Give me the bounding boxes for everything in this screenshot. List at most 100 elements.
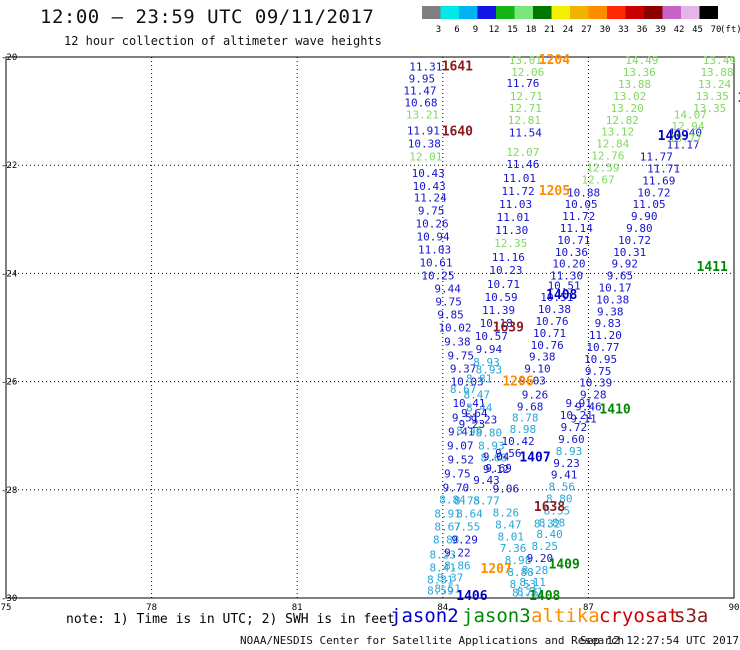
wave-height-value: 9.56: [495, 447, 522, 460]
x-tick-label: 90: [729, 603, 740, 610]
legend-swatch: [625, 6, 644, 19]
wave-height-value: 9.70: [443, 482, 470, 495]
wave-height-value: 10.02: [438, 322, 471, 335]
legend-tick-label: 30: [600, 25, 611, 35]
wave-height-value: 8.41: [430, 562, 457, 575]
wave-height-value: 8.31: [517, 586, 544, 599]
wave-height-value: 10.61: [419, 257, 452, 270]
wave-height-value: 13.35: [696, 90, 729, 103]
wave-height-value: 10.03: [451, 376, 484, 389]
wave-height-value: 9.10: [524, 363, 551, 376]
y-tick-label: -22: [1, 161, 17, 171]
satellite-label-s3a: s3a: [674, 605, 709, 627]
wave-height-value: 9.23: [459, 418, 486, 431]
wave-height-value: 12.59: [586, 161, 619, 174]
wave-height-value: 9.69: [485, 462, 512, 475]
wave-height-value: 9.91: [565, 397, 592, 410]
wave-height-value: 10.23: [489, 264, 522, 277]
pass-number-label: 1409: [548, 557, 579, 572]
units-note: note: 1) Time is in UTC; 2) SWH is in fe…: [66, 612, 395, 627]
x-tick-label: 75: [1, 603, 12, 610]
wave-height-value: 9.38: [444, 336, 471, 349]
wave-height-value: 10.72: [618, 234, 651, 247]
wave-height-value: 8.93: [476, 364, 503, 377]
y-tick-label: -20: [1, 53, 17, 63]
satellite-label-jason2: jason2: [390, 605, 459, 627]
legend-tick-label: 27: [581, 25, 592, 35]
wave-height-value: 11.03: [499, 198, 532, 211]
wave-height-value: 8.53: [510, 578, 537, 591]
wave-height-value: 11.17: [666, 139, 699, 152]
legend-tick-label: 9: [473, 25, 478, 35]
wave-height-value: 8.86: [444, 560, 471, 573]
legend-swatch: [440, 6, 459, 19]
pass-number-label: 1204: [539, 53, 570, 68]
wave-height-value: 13.36: [623, 66, 656, 79]
wave-height-value: 9.51: [452, 411, 479, 424]
wave-height-value: 10.94: [417, 231, 450, 244]
wave-height-value: 8.25: [531, 540, 558, 553]
legend-swatch: [477, 6, 496, 19]
wave-height-value: 8.37: [437, 571, 464, 584]
pass-number-label: 1408: [546, 288, 577, 303]
map-title: 12:00 – 23:59 UTC 09/11/2017: [40, 6, 375, 28]
y-tick-label: -24: [1, 269, 17, 279]
wave-height-value: 8.23: [430, 549, 457, 562]
wave-height-value: 9.64: [461, 407, 488, 420]
wave-height-value: 10.59: [484, 291, 517, 304]
wave-height-value: 11.01: [497, 211, 530, 224]
wave-height-value: 9.06: [493, 483, 520, 496]
wave-height-value: 8.46: [456, 424, 483, 437]
wave-height-value: 9.72: [561, 421, 588, 434]
wave-height-value: 10.95: [584, 353, 617, 366]
legend-swatch: [644, 6, 663, 19]
wave-height-value: 10.88: [567, 186, 600, 199]
legend-swatch: [514, 6, 533, 19]
legend-tick-label: 42: [674, 25, 685, 35]
wave-height-value: 11.72: [501, 185, 534, 198]
wave-height-value: 11.01: [503, 172, 536, 185]
wave-height-value: 8.51: [434, 582, 461, 595]
wave-height-value: 9.75: [585, 365, 612, 378]
wave-height-value: 12.81: [508, 114, 541, 127]
wave-height-value: 12.82: [606, 114, 639, 127]
wave-height-value: 10.38: [538, 303, 571, 316]
wave-height-value: 14.49: [625, 54, 658, 67]
wave-height-value: 8.11: [519, 576, 546, 589]
wave-height-value: 13.88: [700, 66, 733, 79]
wave-height-value: 9.52: [448, 454, 475, 467]
wave-height-value: 8.81: [466, 372, 493, 385]
wave-height-value: 10.21: [560, 409, 593, 422]
wave-height-value: 8.47: [464, 389, 491, 402]
legend-tick-label: 24: [563, 25, 574, 35]
wave-height-value: 11.30: [495, 224, 528, 237]
legend-swatch: [699, 6, 718, 19]
wave-height-value: 9.94: [476, 343, 503, 356]
wave-height-value: 8.80: [546, 492, 573, 505]
wave-height-value: 9.23: [471, 413, 498, 426]
wave-height-value: 11.77: [640, 151, 673, 164]
wave-height-value: 8.78: [512, 411, 539, 424]
wave-height-value: 9.65: [607, 270, 634, 283]
x-tick-label: 78: [146, 603, 157, 610]
wave-height-value: 8.98: [505, 554, 532, 567]
wave-height-value: 12.35: [494, 237, 527, 250]
wave-height-value: 9.90: [631, 210, 658, 223]
wave-height-value: 10.71: [533, 327, 566, 340]
wave-height-value: 9.03: [519, 375, 546, 388]
wave-height-value: 10.39: [579, 377, 612, 390]
pass-number-label: 1206: [502, 375, 533, 390]
wave-height-value: 11.14: [560, 222, 593, 235]
wave-height-value: 10.31: [613, 246, 646, 259]
wave-height-value: 10.43: [412, 167, 445, 180]
wave-height-value: 9.11: [570, 412, 597, 425]
wave-height-value: 11.30: [550, 270, 583, 283]
x-tick-label: 81: [292, 603, 303, 610]
y-tick-label: -30: [1, 594, 17, 604]
wave-height-value: 8.88: [507, 566, 534, 579]
legend-swatch: [681, 6, 700, 19]
wave-height-value: 8.26: [493, 507, 520, 520]
wave-height-value: 11.16: [492, 251, 525, 264]
pass-number-label: 1640: [442, 125, 473, 140]
wave-height-value: 9.44: [434, 283, 461, 296]
